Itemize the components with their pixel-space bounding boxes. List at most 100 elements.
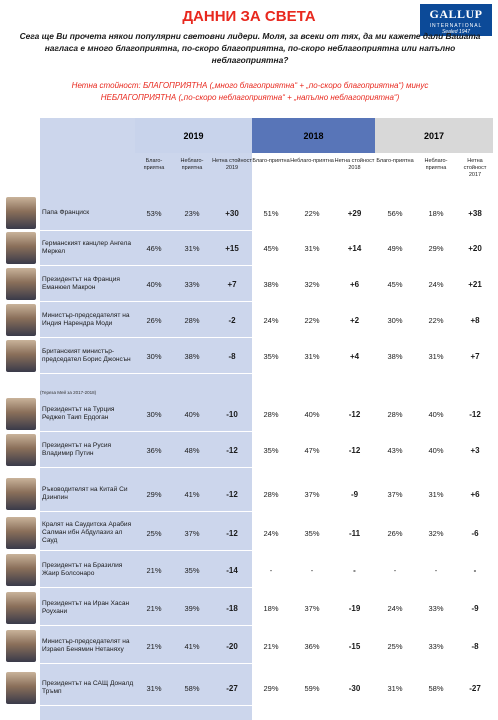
leader-name: Президентът на Турция Реджеп Таип Ердога… xyxy=(42,406,115,421)
cell-net-2017: -27 xyxy=(469,683,481,693)
row-divider xyxy=(40,301,493,302)
footnote: (Тереза Мей за 2017-2018) xyxy=(40,390,97,395)
cell-fav-2018: 28% xyxy=(263,489,279,499)
row-divider xyxy=(40,705,493,706)
leader-name: Папа Франциск xyxy=(42,209,90,216)
logo-line3: Sealed 1947 xyxy=(441,29,471,35)
cell-unfav-2018: 31% xyxy=(304,351,320,361)
table-row: Президентът на САЩ Доналд Тръмп 31% 58% -27… xyxy=(0,670,498,706)
cell-fav-2019: 36% xyxy=(146,445,162,455)
cell-unfav-2018: 40% xyxy=(304,409,320,419)
col-net-2017: Нетна стойност 2017 xyxy=(463,158,487,178)
cell-unfav-2018: 37% xyxy=(304,489,320,499)
cell-unfav-2019: 41% xyxy=(184,641,200,651)
leader-photo xyxy=(6,554,36,586)
row-divider xyxy=(40,337,493,338)
cell-unfav-2018: - xyxy=(310,565,314,575)
leader-photo xyxy=(6,304,36,336)
cell-fav-2017: 26% xyxy=(387,528,403,538)
leader-name: Кралят на Саудитска Арабия Салман ибн Аб… xyxy=(42,521,132,544)
cell-net-2018: -12 xyxy=(348,409,361,419)
table-row: Министър-председателят на Израел Бенямин… xyxy=(0,628,498,664)
cell-fav-2019: 25% xyxy=(146,528,162,538)
cell-fav-2019: 26% xyxy=(146,315,162,325)
page-title: ДАННИ ЗА СВЕТА xyxy=(182,8,316,25)
cell-unfav-2017: 32% xyxy=(428,528,444,538)
leader-photo xyxy=(6,340,36,372)
leader-photo xyxy=(6,398,36,430)
cell-fav-2018: 24% xyxy=(263,528,279,538)
leader-photo xyxy=(6,268,36,300)
cell-unfav-2019: 37% xyxy=(184,528,200,538)
cell-unfav-2017: 29% xyxy=(428,243,444,253)
cell-net-2017: +20 xyxy=(468,243,482,253)
cell-fav-2018: 51% xyxy=(263,208,279,218)
cell-net-2017: +3 xyxy=(470,445,480,455)
cell-unfav-2017: 58% xyxy=(428,683,444,693)
cell-unfav-2017: 24% xyxy=(428,279,444,289)
row-divider xyxy=(40,431,493,432)
leader-photo xyxy=(6,517,36,549)
cell-net-2017: +6 xyxy=(470,489,480,499)
year-2018: 2018 xyxy=(303,131,324,141)
cell-fav-2017: 37% xyxy=(387,489,403,499)
cell-fav-2019: 21% xyxy=(146,565,162,575)
leader-photo xyxy=(6,592,36,624)
cell-unfav-2019: 28% xyxy=(184,315,200,325)
cell-fav-2018: 35% xyxy=(263,445,279,455)
cell-fav-2019: 21% xyxy=(146,603,162,613)
cell-net-2019: -12 xyxy=(226,528,238,538)
row-divider xyxy=(40,265,493,266)
header-2018 xyxy=(252,118,375,153)
cell-unfav-2018: 22% xyxy=(304,208,320,218)
survey-question: Сега ще Ви прочета някои популярни свето… xyxy=(19,31,481,65)
table-row: Британският министър-председател Борис Д… xyxy=(0,338,498,374)
table-row: Ръководителят на Китай Си Дзинпин 29% 41% -… xyxy=(0,476,498,512)
col-unfav-2018: Неблаго-приятна xyxy=(290,158,334,164)
cell-net-2018: -15 xyxy=(348,641,361,651)
cell-net-2019: +30 xyxy=(225,208,239,218)
leader-name: Британският министър-председател Борис Д… xyxy=(42,348,131,363)
cell-fav-2019: 30% xyxy=(146,351,162,361)
leader-photo xyxy=(6,232,36,264)
cell-unfav-2019: 31% xyxy=(184,243,200,253)
table-row: Кралят на Саудитска Арабия Салман ибн Аб… xyxy=(0,515,498,551)
cell-fav-2017: 56% xyxy=(387,208,403,218)
cell-unfav-2019: 48% xyxy=(184,445,200,455)
col-fav-2018: Благо-приятна xyxy=(252,158,290,164)
cell-net-2019: -2 xyxy=(228,315,236,325)
cell-net-2018: -9 xyxy=(350,489,359,499)
row-divider xyxy=(40,467,493,468)
table-row: Германският канцлер Ангела Меркел 46% 31% +… xyxy=(0,230,498,266)
cell-fav-2019: 53% xyxy=(146,208,162,218)
cell-net-2018: +4 xyxy=(349,351,360,361)
logo-line1: GALLUP xyxy=(429,7,483,21)
cell-unfav-2019: 35% xyxy=(184,565,200,575)
net-note-line1: Нетна стойност: БЛАГОПРИЯТНА („много бла… xyxy=(71,81,429,90)
cell-unfav-2019: 33% xyxy=(184,279,200,289)
cell-fav-2019: 29% xyxy=(146,489,162,499)
cell-unfav-2017: 33% xyxy=(428,603,444,613)
cell-net-2018: -19 xyxy=(348,603,361,613)
cell-fav-2017: 24% xyxy=(387,603,403,613)
cell-unfav-2019: 40% xyxy=(184,409,200,419)
cell-fav-2018: 28% xyxy=(263,409,279,419)
cell-net-2017: +7 xyxy=(470,351,480,361)
leader-photo xyxy=(6,630,36,662)
leader-name: Президентът на Франция Еманюел Макрон xyxy=(42,276,120,291)
cell-fav-2018: 29% xyxy=(263,683,279,693)
cell-fav-2017: 49% xyxy=(387,243,403,253)
leader-name: Ръководителят на Китай Си Дзинпин xyxy=(42,486,128,501)
cell-fav-2018: 21% xyxy=(263,641,279,651)
cell-unfav-2019: 39% xyxy=(184,603,200,613)
leader-name: Министър-председателят на Израел Бенямин… xyxy=(42,638,130,653)
cell-net-2019: +7 xyxy=(227,279,237,289)
gallup-logo: GALLUP INTERNATIONAL Sealed 1947 xyxy=(420,4,492,36)
cell-unfav-2018: 31% xyxy=(304,243,320,253)
net-value-note: Нетна стойност: БЛАГОПРИЯТНА („много бла… xyxy=(10,80,490,104)
row-divider xyxy=(40,550,493,551)
cell-fav-2018: 24% xyxy=(263,315,279,325)
col-fav-2017: Благо-приятна xyxy=(376,158,414,164)
cell-fav-2019: 40% xyxy=(146,279,162,289)
cell-net-2019: -18 xyxy=(226,603,238,613)
